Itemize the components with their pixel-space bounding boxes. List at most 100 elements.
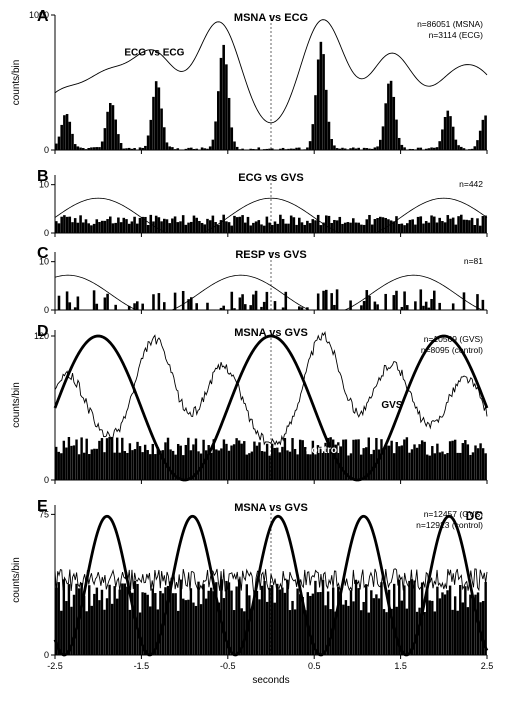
- bar: [63, 579, 65, 655]
- bar: [236, 217, 239, 233]
- bar: [193, 216, 196, 233]
- bar: [431, 601, 433, 655]
- bar: [355, 439, 357, 480]
- overlay-label: control: [306, 445, 340, 456]
- bar: [384, 218, 387, 233]
- bar: [248, 453, 250, 480]
- bar: [434, 453, 436, 480]
- bar: [106, 219, 109, 233]
- bar: [75, 440, 77, 480]
- bar: [484, 453, 486, 480]
- bar: [457, 611, 459, 655]
- bar: [436, 444, 438, 480]
- bar: [298, 306, 301, 310]
- bar: [63, 115, 66, 150]
- bar: [180, 446, 182, 480]
- ylabel: counts/bin: [11, 60, 22, 106]
- bar: [225, 444, 227, 480]
- bar: [201, 223, 204, 233]
- bar: [390, 220, 393, 233]
- bar: [441, 221, 444, 233]
- bar: [141, 452, 143, 480]
- right-label: DC: [466, 509, 484, 523]
- panel-title: MSNA vs GVS: [234, 327, 308, 339]
- bar: [73, 595, 75, 655]
- bar: [420, 216, 423, 233]
- bar: [66, 217, 69, 233]
- bar: [58, 296, 61, 310]
- bar: [266, 292, 269, 310]
- bar: [120, 222, 123, 233]
- bar: [147, 135, 150, 150]
- bar: [342, 605, 344, 655]
- bar: [317, 293, 320, 310]
- bar: [469, 595, 471, 655]
- bar: [309, 596, 311, 655]
- bar: [352, 601, 354, 655]
- bar: [355, 580, 357, 655]
- bar: [136, 224, 139, 233]
- bar: [255, 221, 258, 233]
- bar: [63, 441, 65, 480]
- bar: [238, 579, 240, 655]
- bar: [207, 591, 209, 655]
- bar: [472, 452, 474, 480]
- bar: [289, 452, 291, 480]
- bar: [210, 588, 212, 655]
- bar: [476, 218, 479, 233]
- panel-E: 075-2.5-1.5-0.50.51.52.5EMSNA vs GVSn=12…: [11, 498, 493, 671]
- bar: [357, 439, 359, 480]
- bar: [320, 42, 323, 150]
- bar: [290, 216, 293, 233]
- info-line: n=10569 (GVS): [424, 334, 483, 344]
- bar: [428, 223, 431, 233]
- bar: [281, 588, 283, 655]
- bar: [65, 448, 67, 480]
- bar: [171, 218, 174, 233]
- bar: [462, 602, 464, 655]
- bar: [360, 455, 362, 480]
- bar: [406, 305, 409, 310]
- bar: [68, 584, 70, 655]
- bar: [233, 216, 236, 233]
- bar: [251, 452, 253, 480]
- bar: [393, 295, 396, 310]
- bar: [182, 455, 184, 480]
- bar: [309, 141, 312, 150]
- bar: [434, 611, 436, 655]
- bar: [198, 221, 201, 233]
- bar: [231, 127, 234, 150]
- overlay-label: GVS: [381, 400, 402, 411]
- bar: [241, 444, 243, 480]
- bar: [274, 448, 276, 480]
- bar: [271, 585, 273, 655]
- bar: [239, 297, 242, 310]
- bar: [469, 455, 471, 480]
- bar: [233, 610, 235, 655]
- bar: [98, 600, 100, 655]
- bar: [69, 217, 72, 233]
- bar: [77, 296, 80, 310]
- bar: [187, 223, 190, 233]
- inner-label: ECG vs ECG: [124, 48, 184, 59]
- bar: [268, 456, 270, 480]
- bar: [365, 584, 367, 655]
- bar: [214, 121, 217, 150]
- xtick-label: -1.5: [134, 661, 150, 671]
- bar: [152, 221, 155, 233]
- bar: [101, 221, 104, 233]
- bar: [368, 296, 371, 310]
- bar: [80, 583, 82, 655]
- bar: [474, 445, 476, 480]
- bar: [309, 454, 311, 480]
- bar: [274, 603, 276, 655]
- bar: [144, 445, 146, 480]
- bar: [395, 120, 398, 150]
- bar: [96, 449, 98, 480]
- panel-title: ECG vs GVS: [238, 172, 303, 184]
- bar: [301, 440, 303, 480]
- bar: [91, 449, 93, 480]
- bar: [98, 441, 100, 480]
- bar: [136, 442, 138, 480]
- bar: [58, 223, 61, 233]
